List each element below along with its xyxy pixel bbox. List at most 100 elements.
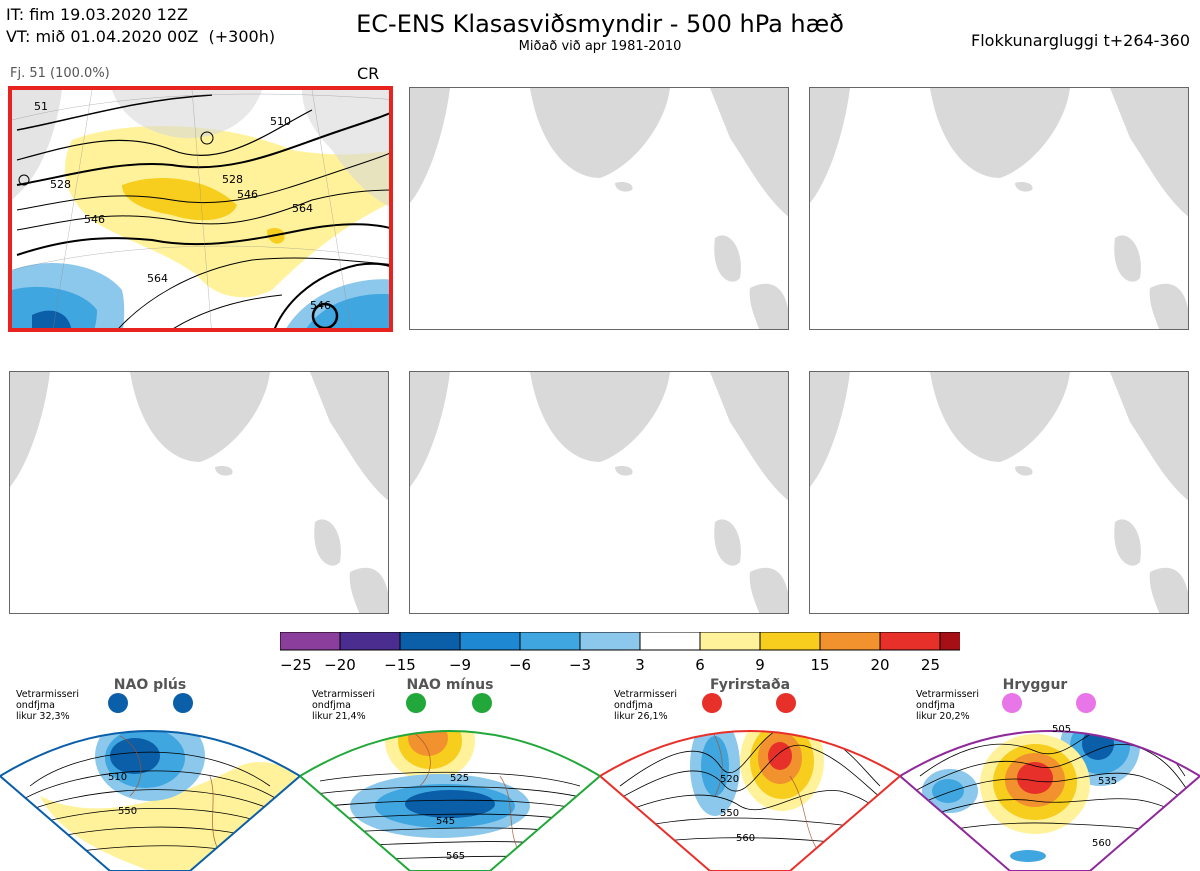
colorbar-tick-label: 6 <box>695 656 705 674</box>
cluster-map-6[interactable] <box>809 371 1189 614</box>
contour-label: 550 <box>118 806 137 817</box>
land-britain <box>314 519 341 566</box>
negative-anomaly-strong <box>110 738 160 774</box>
cluster-regime-code: CR <box>357 64 380 83</box>
contour-label: 550 <box>720 808 739 819</box>
contour-label: 560 <box>1092 838 1111 849</box>
land-canada <box>810 88 850 203</box>
colorbar-swatch <box>519 631 581 651</box>
land-europe <box>349 567 388 613</box>
regime-panel-nao-minus[interactable]: 525 545 565 NAO mínus Vetrarmisseri ondf… <box>300 676 600 871</box>
contour-label: 525 <box>450 773 469 784</box>
land-canada <box>410 372 450 487</box>
land-greenland <box>530 372 670 462</box>
contour-label: 546 <box>237 188 258 201</box>
colorbar-swatch <box>699 631 761 651</box>
regime-probability: Vetrarmisseri ondfjma likur 20,2% <box>916 689 979 722</box>
positive-anomaly-max <box>768 742 792 770</box>
colorbar-tick-label: 25 <box>921 656 940 674</box>
regime-probability: Vetrarmisseri ondfjma likur 32,3% <box>16 689 79 722</box>
colorbar-tick-label: 3 <box>635 656 645 674</box>
contour-label: 505 <box>1052 724 1071 735</box>
regime-dot <box>406 693 426 713</box>
land-iceland <box>615 465 633 476</box>
regime-dot <box>472 693 492 713</box>
colorbar-tick-label: 15 <box>810 656 829 674</box>
contour-label: 565 <box>446 851 465 862</box>
colorbar-tick-label: 20 <box>870 656 889 674</box>
land-scandinavia <box>1110 372 1188 501</box>
regime-dot <box>173 693 193 713</box>
classification-window: Flokkunargluggi t+264-360 <box>971 31 1190 50</box>
colorbar-tick-label: −9 <box>449 656 471 674</box>
land-greenland <box>130 372 270 462</box>
land-europe <box>1149 567 1188 613</box>
land-scandinavia <box>710 88 788 217</box>
land-canada <box>410 88 450 203</box>
cluster-map-1[interactable]: 51 510 528 528 546 546 564 564 546 <box>8 86 393 332</box>
cluster-map-3[interactable] <box>809 87 1189 330</box>
regime-dot <box>702 693 722 713</box>
colorbar-swatch <box>939 631 1001 651</box>
cluster-map-4[interactable] <box>9 371 389 614</box>
contour-labels: 51 510 528 528 546 546 564 564 546 <box>34 100 331 312</box>
land-scandinavia <box>1110 88 1188 217</box>
contour-label: 510 <box>270 115 291 128</box>
cluster-map-1-field: 51 510 528 528 546 546 564 564 546 <box>12 90 389 328</box>
valid-time: VT: mið 01.04.2020 00Z (+300h) <box>6 27 276 46</box>
negative-anomaly-west-strong <box>32 310 72 328</box>
land-iceland <box>1015 465 1033 476</box>
cluster-map-2[interactable] <box>409 87 789 330</box>
regime-name: NAO mínus <box>406 677 494 693</box>
colorbar-swatch <box>399 631 461 651</box>
contour-label: 545 <box>436 816 455 827</box>
contour-label: 546 <box>310 299 331 312</box>
contour-label: 528 <box>50 178 71 191</box>
colorbar-swatch <box>639 631 701 651</box>
land-greenland <box>930 372 1070 462</box>
colorbar: −25 −20 −15 −9 −6 −3 3 6 9 15 20 25 <box>279 631 1001 678</box>
regime-name: NAO plús <box>113 677 187 693</box>
contour-label: 51 <box>34 100 48 113</box>
basemap <box>410 88 788 329</box>
land-britain <box>1114 235 1141 282</box>
colorbar-swatch <box>879 631 941 651</box>
basemap <box>810 88 1188 329</box>
regime-panel-ridge[interactable]: 505 535 560 Hryggur Vetrarmisseri ondfjm… <box>900 676 1200 871</box>
land-iceland <box>615 181 633 192</box>
contour-label: 528 <box>222 173 243 186</box>
negative-anomaly-west-core <box>932 779 964 803</box>
colorbar-tick-label: −25 <box>280 656 312 674</box>
colorbar-swatch <box>759 631 821 651</box>
cluster-map-5[interactable] <box>409 371 789 614</box>
land-greenland <box>530 88 670 178</box>
positive-anomaly-max <box>1017 762 1053 794</box>
contour-label: 564 <box>292 202 313 215</box>
negative-anomaly-core <box>701 736 729 796</box>
contour-label: 560 <box>736 833 755 844</box>
basemap <box>10 372 388 613</box>
regime-name: Fyrirstaða <box>709 677 791 693</box>
regime-panel-blocking[interactable]: 520 550 560 Fyrirstaða Vetrarmisseri ond… <box>600 676 900 871</box>
cluster-member-count: Fj. 51 (100.0%) <box>10 66 110 81</box>
regime-name: Hryggur <box>1002 677 1068 693</box>
positive-anomaly-strong <box>408 731 448 756</box>
contour-label: 510 <box>108 772 127 783</box>
regime-panel-nao-plus[interactable]: 510 550 NAO plús Vetrarmisseri ondfjma l… <box>0 676 300 871</box>
strong-positive-anomaly <box>122 177 237 221</box>
basemap <box>410 372 788 613</box>
land-scandinavia <box>310 372 388 501</box>
header-info: IT: fim 19.03.2020 12Z VT: mið 01.04.202… <box>6 4 275 48</box>
colorbar-swatch <box>459 631 521 651</box>
land-europe <box>1149 283 1188 329</box>
colorbar-swatch <box>279 631 341 651</box>
land-canada <box>10 372 50 487</box>
contour-label: 564 <box>147 272 168 285</box>
regime-probability: Vetrarmisseri ondfjma likur 21,4% <box>312 689 375 722</box>
regime-map: 525 545 565 <box>300 693 600 871</box>
colorbar-tick-label: −15 <box>384 656 416 674</box>
contour-label: 546 <box>84 213 105 226</box>
land-iceland <box>1015 181 1033 192</box>
regime-dot <box>108 693 128 713</box>
land-britain <box>1114 519 1141 566</box>
